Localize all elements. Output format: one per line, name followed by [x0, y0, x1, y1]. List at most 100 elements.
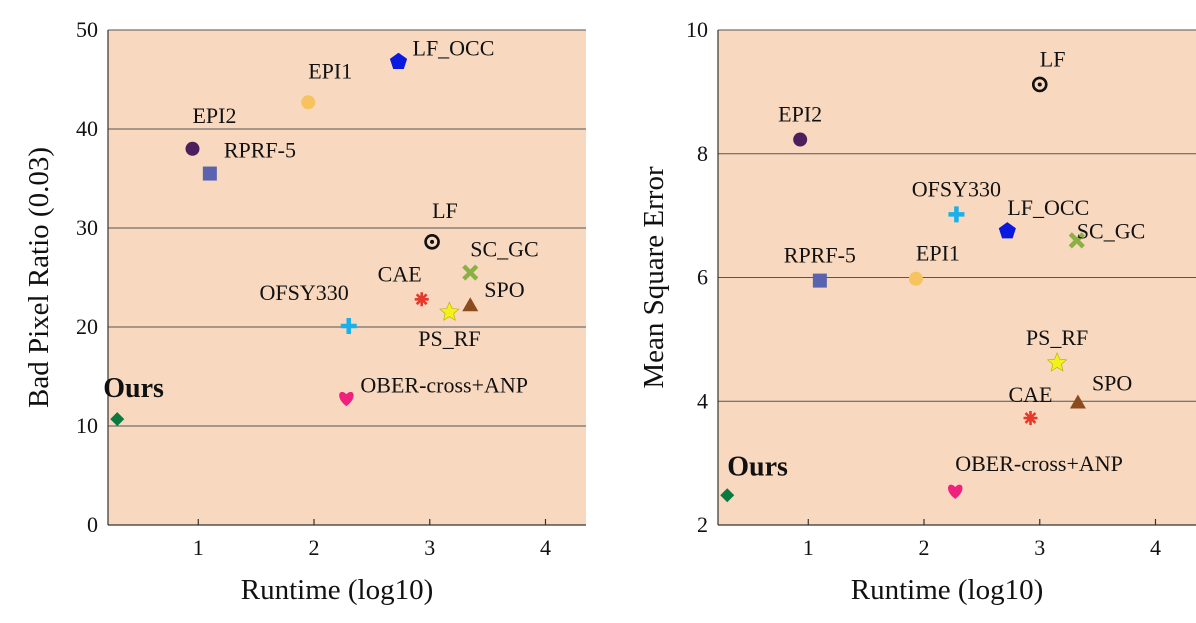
point-ofsy330-label: OFSY330 — [912, 176, 1001, 201]
y-tick-label: 6 — [697, 265, 708, 290]
point-ours-label: Ours — [727, 451, 788, 482]
point-ober-cross-anp-label: OBER-cross+ANP — [360, 372, 528, 397]
x-axis-title: Runtime (log10) — [851, 574, 1044, 606]
point-ober-cross-anp-marker — [948, 484, 963, 499]
y-tick-label: 20 — [76, 314, 98, 339]
point-cae-marker-shape — [1023, 411, 1038, 425]
point-ours-label: Ours — [103, 373, 164, 404]
y-tick-label: 2 — [697, 512, 708, 537]
point-epi1-label: EPI1 — [308, 58, 352, 83]
x-tick-label: 2 — [919, 535, 930, 560]
y-tick-label: 0 — [87, 512, 98, 537]
y-tick-label: 8 — [697, 141, 708, 166]
point-epi2-marker-shape — [185, 141, 200, 156]
y-axis-title: Bad Pixel Ratio (0.03) — [23, 147, 55, 408]
point-rprf-5-marker-shape — [202, 166, 217, 181]
point-cae-marker — [1023, 411, 1038, 425]
plot-area — [108, 30, 586, 525]
point-epi1-marker-shape — [301, 95, 316, 110]
point-ps-rf-label: PS_RF — [1026, 325, 1088, 350]
point-rprf-5-marker-shape — [812, 273, 827, 288]
point-epi1-label: EPI1 — [916, 241, 960, 266]
point-lf-occ-label: LF_OCC — [413, 36, 495, 61]
point-ober-cross-anp-marker-shape — [339, 391, 354, 407]
point-spo-marker-shape — [462, 297, 479, 312]
point-ps-rf-marker — [1046, 352, 1068, 372]
x-tick-label: 4 — [1150, 535, 1161, 560]
bad-pixel-ratio-chart: 0 10 20 30 40 50 1 2 3 4 Runtime (log10) Bad Pixel … — [23, 17, 586, 606]
point-lf-marker-ring — [1031, 76, 1048, 93]
point-ours-marker — [720, 488, 735, 503]
point-rprf-5-marker — [202, 166, 217, 181]
point-sc-gc-marker-shape — [1068, 232, 1085, 249]
y-tick-label: 30 — [76, 215, 98, 240]
point-ofsy330-marker — [948, 206, 965, 223]
point-sc-gc-label: SC_GC — [1077, 218, 1145, 243]
point-lf-occ-marker-shape — [998, 222, 1016, 239]
x-tick-label: 1 — [193, 535, 204, 560]
point-spo-marker — [462, 297, 479, 312]
point-ober-cross-anp-marker — [339, 391, 354, 407]
point-spo-label: SPO — [484, 277, 524, 302]
x-tick-label: 2 — [309, 535, 320, 560]
point-spo-label: SPO — [1092, 370, 1132, 395]
point-sc-gc-marker-shape — [462, 264, 479, 281]
y-tick-label: 40 — [76, 116, 98, 141]
point-ours-marker-shape — [720, 488, 735, 503]
point-ps-rf-marker-shape — [1046, 352, 1068, 372]
point-lf-marker-ring — [424, 234, 440, 250]
point-ps-rf-label: PS_RF — [418, 326, 480, 351]
point-epi1-marker-shape — [908, 271, 923, 286]
point-cae-label: CAE — [378, 261, 422, 286]
point-ober-cross-anp-marker-shape — [948, 484, 963, 499]
point-cae-label: CAE — [1008, 382, 1052, 407]
point-epi1-marker — [908, 271, 923, 286]
point-rprf-5-marker — [812, 273, 827, 288]
point-sc-gc-marker — [462, 264, 479, 281]
point-lf-marker-dot — [1037, 82, 1042, 87]
point-ours-marker-shape — [110, 412, 125, 427]
point-sc-gc-label: SC_GC — [470, 237, 538, 262]
point-lf-occ-marker-shape — [389, 52, 408, 69]
point-lf-marker — [424, 234, 440, 250]
x-tick-label: 3 — [1034, 535, 1045, 560]
point-ofsy330-marker — [340, 318, 357, 335]
point-cae-marker — [414, 292, 429, 307]
point-rprf-5-label: RPRF-5 — [224, 138, 296, 163]
x-tick-label: 4 — [540, 535, 551, 560]
point-epi2-label: EPI2 — [778, 102, 822, 127]
point-epi2-label: EPI2 — [192, 103, 236, 128]
y-tick-label: 50 — [76, 17, 98, 42]
point-spo-marker-shape — [1069, 394, 1086, 409]
point-lf-occ-marker — [998, 222, 1016, 239]
point-ofsy330-label: OFSY330 — [259, 280, 348, 305]
point-lf-marker-dot — [430, 239, 435, 244]
point-lf-label: LF — [432, 198, 458, 223]
point-ober-cross-anp-label: OBER-cross+ANP — [955, 451, 1123, 476]
point-epi2-marker — [793, 132, 808, 147]
y-tick-label: 4 — [697, 388, 708, 413]
y-tick-label: 10 — [76, 413, 98, 438]
y-axis-title: Mean Square Error — [638, 166, 670, 389]
point-ofsy330-marker-shape — [340, 318, 357, 335]
point-lf-marker — [1031, 76, 1048, 93]
x-axis-title: Runtime (log10) — [241, 574, 434, 606]
point-lf-occ-label: LF_OCC — [1007, 195, 1089, 220]
point-spo-marker — [1069, 394, 1086, 409]
x-tick-label: 1 — [803, 535, 814, 560]
point-epi1-marker — [301, 95, 316, 110]
point-ofsy330-marker-shape — [948, 206, 965, 223]
point-cae-marker-shape — [414, 292, 429, 307]
point-epi2-marker-shape — [793, 132, 808, 147]
x-tick-label: 3 — [424, 535, 435, 560]
point-lf-label: LF — [1040, 46, 1066, 71]
point-lf-occ-marker — [389, 52, 408, 69]
y-tick-label: 10 — [686, 17, 708, 42]
point-ps-rf-marker — [439, 301, 460, 321]
point-rprf-5-label: RPRF-5 — [784, 243, 856, 268]
point-epi2-marker — [185, 141, 200, 156]
point-ours-marker — [110, 412, 125, 427]
point-ps-rf-marker-shape — [439, 301, 460, 321]
